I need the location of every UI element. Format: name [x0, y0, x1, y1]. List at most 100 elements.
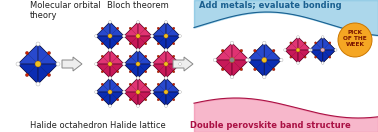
Circle shape [136, 90, 140, 94]
Polygon shape [323, 50, 336, 63]
Circle shape [240, 49, 243, 52]
Circle shape [296, 48, 300, 52]
Circle shape [101, 55, 104, 57]
Polygon shape [310, 37, 323, 50]
Polygon shape [247, 43, 281, 77]
Circle shape [36, 42, 40, 46]
Circle shape [108, 90, 112, 94]
Circle shape [221, 49, 224, 52]
Circle shape [136, 49, 139, 51]
Circle shape [157, 71, 160, 73]
Circle shape [221, 68, 224, 71]
Polygon shape [96, 22, 110, 36]
Polygon shape [310, 37, 336, 63]
Circle shape [173, 99, 175, 101]
Circle shape [297, 62, 299, 64]
Circle shape [314, 42, 317, 44]
Polygon shape [166, 78, 180, 92]
Circle shape [101, 83, 104, 85]
Polygon shape [96, 78, 110, 92]
Circle shape [297, 36, 299, 38]
Circle shape [263, 75, 266, 79]
Polygon shape [110, 64, 124, 78]
Polygon shape [166, 64, 180, 78]
Circle shape [164, 49, 167, 51]
Circle shape [262, 57, 267, 63]
Text: PICK
OF THE
WEEK: PICK OF THE WEEK [343, 30, 367, 48]
Polygon shape [232, 60, 249, 77]
Polygon shape [96, 50, 110, 64]
Circle shape [173, 83, 175, 85]
Circle shape [321, 36, 324, 38]
Circle shape [144, 43, 147, 45]
Polygon shape [18, 64, 38, 84]
Polygon shape [152, 50, 180, 78]
Circle shape [247, 58, 251, 62]
Polygon shape [152, 22, 166, 36]
Polygon shape [166, 92, 180, 106]
Circle shape [122, 91, 125, 93]
Circle shape [108, 34, 112, 38]
Circle shape [254, 49, 256, 52]
Circle shape [116, 27, 119, 29]
Polygon shape [232, 43, 249, 60]
Polygon shape [124, 50, 152, 78]
Circle shape [164, 49, 167, 51]
Circle shape [129, 83, 132, 85]
Circle shape [173, 71, 175, 73]
Circle shape [157, 83, 160, 85]
Circle shape [144, 99, 147, 101]
Circle shape [144, 27, 147, 29]
Polygon shape [138, 22, 152, 36]
Polygon shape [173, 57, 193, 71]
Circle shape [35, 61, 41, 67]
Circle shape [150, 35, 153, 37]
Polygon shape [215, 43, 232, 60]
Circle shape [314, 56, 317, 58]
Circle shape [144, 71, 147, 73]
Polygon shape [247, 60, 264, 77]
Circle shape [213, 58, 217, 62]
Circle shape [136, 62, 140, 66]
Text: Bloch theorem: Bloch theorem [107, 1, 169, 10]
Circle shape [329, 42, 331, 44]
Circle shape [36, 82, 40, 86]
Circle shape [129, 99, 132, 101]
Circle shape [310, 49, 312, 51]
Circle shape [47, 51, 51, 55]
Polygon shape [38, 44, 58, 64]
Circle shape [56, 62, 60, 66]
Circle shape [272, 49, 275, 52]
Circle shape [229, 57, 235, 63]
Circle shape [304, 42, 306, 44]
Circle shape [246, 58, 249, 62]
Circle shape [157, 99, 160, 101]
Circle shape [157, 43, 160, 45]
Polygon shape [124, 78, 152, 106]
Polygon shape [124, 78, 138, 92]
Polygon shape [152, 22, 180, 50]
Polygon shape [138, 78, 152, 92]
Circle shape [150, 35, 153, 37]
Polygon shape [18, 44, 38, 64]
Circle shape [321, 48, 325, 52]
Polygon shape [96, 22, 124, 50]
Circle shape [304, 56, 306, 58]
Circle shape [230, 41, 234, 45]
Circle shape [290, 56, 292, 58]
Circle shape [116, 55, 119, 57]
Text: Halide octahedron: Halide octahedron [30, 121, 107, 130]
Circle shape [164, 62, 168, 66]
Circle shape [164, 77, 167, 79]
Polygon shape [138, 64, 152, 78]
Circle shape [230, 75, 234, 79]
Polygon shape [124, 50, 138, 64]
Polygon shape [323, 37, 336, 50]
Polygon shape [110, 78, 124, 92]
Polygon shape [124, 36, 138, 50]
Circle shape [129, 71, 132, 73]
Circle shape [144, 83, 147, 85]
Polygon shape [298, 37, 311, 50]
Text: Double perovskite band structure: Double perovskite band structure [190, 121, 350, 130]
Polygon shape [96, 78, 124, 106]
